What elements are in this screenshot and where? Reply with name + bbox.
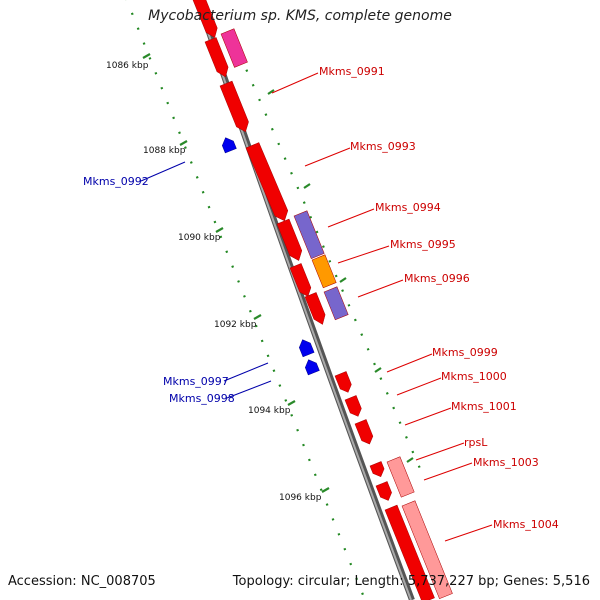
tick-label: 1092 kbp xyxy=(214,320,257,330)
leader-line xyxy=(415,442,465,461)
tick-mark-outer-1 xyxy=(267,89,275,95)
tick-mark-1088 xyxy=(179,140,188,146)
gene-label[interactable]: Mkms_0992 xyxy=(83,175,149,188)
gene-label[interactable]: Mkms_0998 xyxy=(169,392,235,405)
leader-line xyxy=(357,279,404,298)
leader-line xyxy=(423,462,473,481)
gene-block xyxy=(354,419,374,445)
gene-block xyxy=(293,210,325,259)
gene-label[interactable]: Mkms_0997 xyxy=(163,375,229,388)
tick-marks xyxy=(142,53,414,493)
gene-label[interactable]: Mkms_0996 xyxy=(404,272,470,285)
gene-label[interactable]: rpsL xyxy=(464,436,488,449)
genes-label: Genes: xyxy=(503,574,549,589)
leader-line xyxy=(337,245,390,264)
reverse-genes xyxy=(221,137,320,376)
topology-label: Topology: xyxy=(232,574,294,589)
leader-line xyxy=(140,161,186,182)
accession-label: Accession: xyxy=(8,574,77,589)
map-title: Mycobacterium sp. KMS, complete genome xyxy=(148,8,452,24)
gene-block xyxy=(369,461,385,478)
gene-block xyxy=(220,28,248,68)
gene-block xyxy=(221,137,237,154)
gene-block xyxy=(384,504,435,600)
gene-label[interactable]: Mkms_1000 xyxy=(441,370,507,383)
leader-line xyxy=(404,407,452,426)
tick-mark-1094 xyxy=(287,400,296,406)
tick-label: 1090 kbp xyxy=(178,233,221,243)
gene-block xyxy=(323,286,349,321)
leader-line xyxy=(386,353,433,373)
tick-mark-outer-4 xyxy=(374,367,382,373)
tick-mark-1090 xyxy=(215,227,224,233)
accession-info: Accession: NC_008705 xyxy=(8,574,156,589)
tick-mark-outer-5 xyxy=(406,457,414,463)
tick-mark-1086 xyxy=(142,53,151,59)
gene-block xyxy=(304,359,320,376)
tick-label: 1088 kbp xyxy=(143,146,186,156)
length-label: Length: xyxy=(354,574,404,589)
gene-block xyxy=(298,339,315,358)
gene-block xyxy=(289,263,312,297)
leader-line xyxy=(226,380,272,399)
leader-line xyxy=(223,362,269,382)
length-value: 5,737,227 bp xyxy=(407,574,495,589)
gene-block xyxy=(304,292,326,325)
leader-line xyxy=(304,147,351,167)
gene-block xyxy=(204,37,229,78)
tick-mark-1096 xyxy=(321,487,330,493)
gene-block xyxy=(311,254,337,289)
gene-label[interactable]: Mkms_0993 xyxy=(350,140,416,153)
genome-summary: Topology: circular; Length: 5,737,227 bp… xyxy=(232,574,590,589)
gene-label[interactable]: Mkms_1003 xyxy=(473,456,539,469)
gene-block xyxy=(219,80,249,133)
tick-mark-outer-3 xyxy=(339,277,347,283)
forward-genes xyxy=(192,0,453,600)
leader-line xyxy=(271,72,319,94)
gene-label[interactable]: Mkms_0994 xyxy=(375,201,441,214)
gene-label[interactable]: Mkms_1001 xyxy=(451,400,517,413)
gene-label[interactable]: Mkms_0995 xyxy=(390,238,456,251)
gene-block xyxy=(192,0,218,39)
tick-mark-1092 xyxy=(253,314,262,320)
topology-value: circular xyxy=(297,574,346,589)
gene-block xyxy=(375,481,392,501)
tick-label: 1094 kbp xyxy=(248,406,291,416)
gene-block xyxy=(276,218,303,261)
gene-block xyxy=(334,371,352,393)
genes-value: 5,516 xyxy=(552,574,590,589)
accession-value: NC_008705 xyxy=(80,574,156,589)
leader-line xyxy=(396,377,442,396)
gene-block xyxy=(344,395,362,417)
gene-block xyxy=(245,142,289,222)
tick-label: 1096 kbp xyxy=(279,493,322,503)
gene-block xyxy=(401,500,453,600)
tick-label: 1086 kbp xyxy=(106,61,149,71)
leader-line xyxy=(327,208,375,228)
gene-label[interactable]: Mkms_0999 xyxy=(432,346,498,359)
outer-tick-guide xyxy=(238,54,427,481)
gene-label[interactable]: Mkms_0991 xyxy=(319,65,385,78)
gene-label[interactable]: Mkms_1004 xyxy=(493,518,559,531)
gene-block xyxy=(386,456,415,498)
tick-mark-outer-2 xyxy=(303,183,311,189)
leader-line xyxy=(444,524,493,542)
